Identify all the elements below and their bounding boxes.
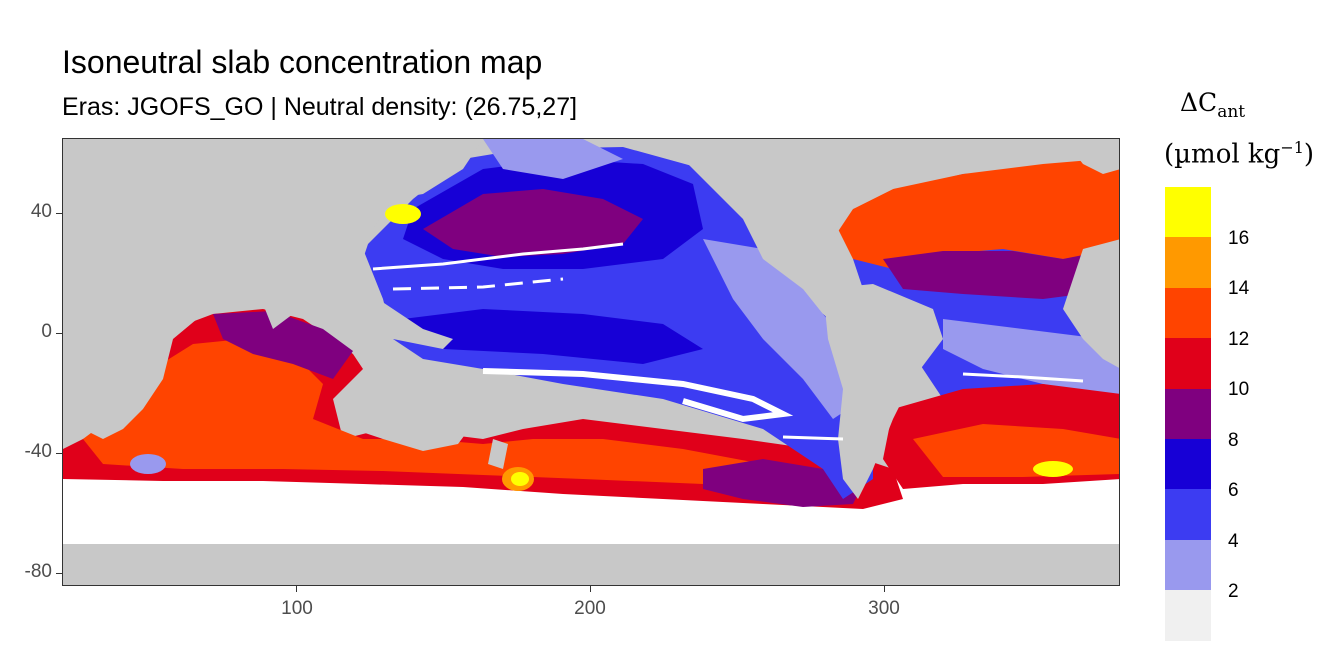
- y-tick-label: -80: [24, 561, 52, 582]
- land-africa: [63, 239, 213, 439]
- nodata-streak-pacific: [372, 242, 624, 271]
- legend-unit-exponent: −1: [1280, 138, 1304, 157]
- nodata-streak-south-pacific: [482, 368, 794, 423]
- indian-ocean-orange: [83, 339, 823, 489]
- legend-label: 16: [1228, 228, 1250, 249]
- nodata-streak-pacific-2: [392, 277, 564, 291]
- land-australia: [343, 369, 473, 451]
- land-antarctica: [63, 544, 1119, 585]
- legend-label: 10: [1228, 379, 1250, 400]
- concentration-map: [63, 139, 1119, 585]
- x-tick-mark: [590, 586, 591, 592]
- north-atlantic-red: [833, 159, 1119, 269]
- legend-color-step: [1165, 338, 1211, 389]
- land-greenland: [943, 139, 1023, 164]
- legend-color-step: [1165, 539, 1211, 591]
- nodata-streak-atlantic: [962, 372, 1084, 383]
- legend-color-step: [1165, 287, 1211, 339]
- hotspot-south-atlantic: [1033, 461, 1073, 477]
- antarctic-shelf-nodata: [63, 529, 1119, 544]
- x-tick-label: 100: [281, 598, 313, 619]
- hotspot-japan: [385, 204, 421, 224]
- legend-label: 6: [1228, 480, 1239, 501]
- land-madagascar: [131, 359, 151, 404]
- legend-unit: (µmol kg−1): [1164, 138, 1314, 170]
- legend-color-step: [1165, 237, 1211, 288]
- legend-title-subscript: ant: [1217, 102, 1246, 122]
- south-atlantic-light: [943, 319, 1119, 399]
- y-tick-mark: [56, 333, 62, 334]
- legend-colorbar: [1165, 187, 1211, 641]
- arabian-sea-purple: [213, 311, 353, 379]
- bering-light: [483, 139, 623, 179]
- legend-color-step: [1165, 590, 1211, 641]
- legend-label: 4: [1228, 531, 1239, 552]
- cold-spot-indian: [130, 454, 166, 474]
- tropical-pacific-deep: [403, 309, 703, 364]
- map-panel: [62, 138, 1120, 586]
- legend-label: 2: [1228, 581, 1239, 602]
- north-pacific-purple: [423, 189, 643, 257]
- legend-color-step: [1165, 438, 1211, 490]
- north-atlantic-purple: [883, 251, 1119, 299]
- land-india: [243, 264, 313, 329]
- land-west-africa: [1063, 239, 1119, 368]
- east-pacific-light: [703, 239, 863, 419]
- legend-label: 14: [1228, 278, 1250, 299]
- land-europe: [1063, 139, 1119, 174]
- legend-label: 12: [1228, 329, 1250, 350]
- legend-unit-main: (µmol kg: [1164, 139, 1281, 170]
- x-tick-label: 200: [574, 598, 606, 619]
- hotspot-tasman-core: [511, 472, 529, 486]
- y-tick-label: 0: [41, 321, 52, 342]
- nodata-streak-acc: [782, 435, 844, 441]
- land-asia: [63, 139, 483, 274]
- x-tick-mark: [884, 586, 885, 592]
- legend-unit-close: ): [1303, 139, 1315, 170]
- x-tick-label: 300: [868, 598, 900, 619]
- land-new-zealand: [488, 439, 508, 469]
- y-tick-label: -40: [24, 441, 52, 462]
- legend-color-step: [1165, 388, 1211, 439]
- chart-title: Isoneutral slab concentration map: [62, 44, 543, 80]
- land-north-america: [623, 139, 1063, 289]
- y-tick-mark: [56, 573, 62, 574]
- south-pacific-purple: [703, 459, 863, 507]
- y-tick-mark: [56, 213, 62, 214]
- legend-title-symbol: ΔC: [1180, 88, 1218, 117]
- y-tick-mark: [56, 453, 62, 454]
- chart-subtitle: Eras: JGOFS_GO | Neutral density: (26.75…: [62, 93, 578, 121]
- x-tick-mark: [296, 586, 297, 592]
- legend-color-step: [1165, 489, 1211, 540]
- y-tick-label: 40: [30, 201, 52, 222]
- land-south-america: [823, 284, 943, 499]
- legend-title: ΔCant: [1180, 88, 1245, 122]
- land-indonesia: [318, 289, 453, 349]
- legend-color-step: [1165, 187, 1211, 238]
- legend-label: 8: [1228, 430, 1239, 451]
